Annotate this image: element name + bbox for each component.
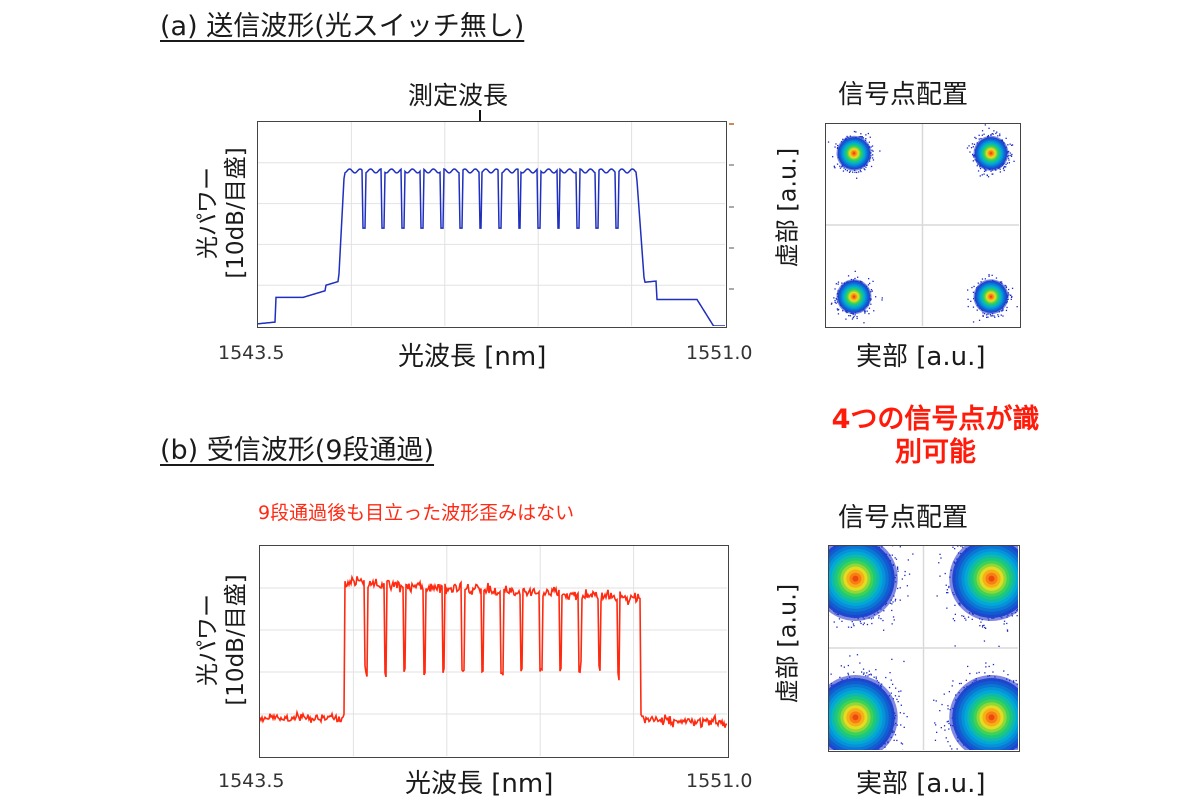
panel-b-note: 9段通過後も目立った波形歪みはない	[258, 502, 575, 524]
measurement-wavelength-label: 測定波長	[408, 81, 509, 110]
panel-a-iq-cluster-2	[966, 124, 1015, 178]
panel-a-y-label-line1: 光パワー	[195, 167, 221, 259]
panel-a-iq-cluster-3	[830, 270, 883, 324]
panel-a-constellation	[825, 123, 1021, 328]
panel-a-spectrum-grid	[258, 122, 725, 326]
panel-a-iq-cluster-1	[827, 130, 881, 179]
panel-b-iq-cluster-1	[829, 546, 914, 660]
panel-b-spectrum-grid	[260, 546, 727, 756]
panel-b-iq-cluster-2	[936, 546, 1018, 647]
panel-b-iq-cluster-3	[829, 654, 937, 750]
panel-b-y-label-line1: 光パワー	[195, 594, 221, 686]
panel-b-spectrum-plot	[259, 545, 729, 758]
panel-b-spectrum-trace	[260, 574, 727, 729]
panel-a-x-min: 1543.5	[218, 342, 285, 364]
panel-a-constellation-title: 信号点配置	[838, 80, 969, 110]
panel-b-constellation	[828, 545, 1020, 752]
panel-a-spectrum-trace	[258, 167, 725, 326]
panel-b-x-min: 1543.5	[218, 770, 285, 792]
panel-b-highlight: 4つの信号点が識別可能	[831, 404, 1040, 468]
panel-a-spectrum-plot	[257, 121, 727, 328]
panel-a-iq-x-label: 実部 [a.u.]	[856, 342, 986, 372]
panel-a-x-max: 1551.0	[686, 342, 753, 364]
panel-b-iq-x-label: 実部 [a.u.]	[856, 769, 986, 799]
panel-a-title: (a) 送信波形(光スイッチ無し)	[160, 11, 525, 42]
panel-b-iq-cluster-4	[933, 662, 1018, 750]
panel-a-y-label-line2: [10dB/目盛]	[223, 147, 249, 279]
panel-b-y-label-line2: [10dB/目盛]	[223, 574, 249, 706]
panel-a-iq-cluster-4	[967, 274, 1018, 323]
panel-b-x-max: 1551.0	[686, 770, 753, 792]
panel-b-title: (b) 受信波形(9段通過)	[160, 435, 435, 466]
panel-a-x-label: 光波長 [nm]	[398, 342, 547, 372]
panel-a-right-ticks	[729, 123, 734, 290]
panel-b-x-label: 光波長 [nm]	[405, 769, 554, 799]
panel-b-constellation-title: 信号点配置	[838, 503, 969, 533]
